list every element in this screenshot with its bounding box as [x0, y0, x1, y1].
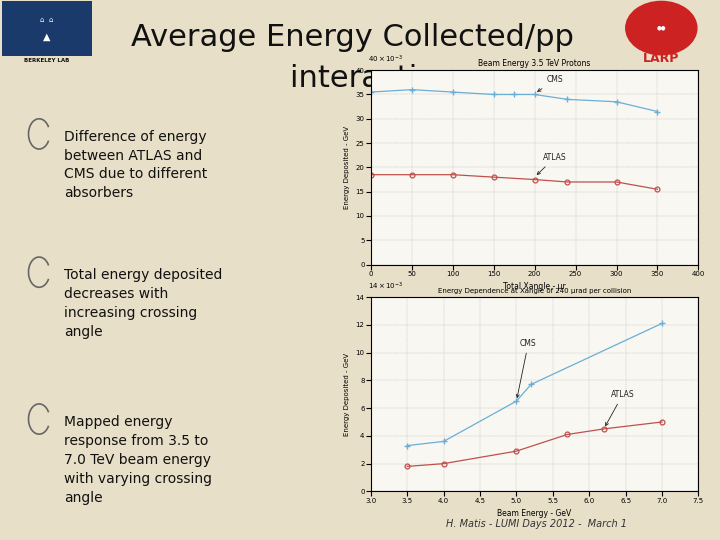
Text: H. Matis - LUMI Days 2012 -  March 1: H. Matis - LUMI Days 2012 - March 1: [446, 519, 627, 529]
Title: Energy Dependence at Xangle of 240 μrad per collision: Energy Dependence at Xangle of 240 μrad …: [438, 288, 631, 294]
Text: Difference of energy
between ATLAS and
CMS due to different
absorbers: Difference of energy between ATLAS and C…: [64, 130, 207, 200]
Y-axis label: Energy Deposited - GeV: Energy Deposited - GeV: [344, 126, 350, 209]
Text: $40\times10^{-3}$: $40\times10^{-3}$: [367, 53, 402, 65]
X-axis label: Total Xangle - μr: Total Xangle - μr: [503, 282, 566, 292]
X-axis label: Beam Energy - GeV: Beam Energy - GeV: [498, 509, 572, 518]
Text: ATLAS: ATLAS: [537, 153, 567, 174]
Text: interaction: interaction: [251, 64, 455, 93]
Text: CMS: CMS: [516, 339, 536, 397]
Text: CMS: CMS: [538, 76, 564, 91]
Text: ●●: ●●: [657, 25, 666, 31]
Y-axis label: Energy Deposited - GeV: Energy Deposited - GeV: [344, 353, 350, 436]
Text: Mapped energy
response from 3.5 to
7.0 TeV beam energy
with varying crossing
ang: Mapped energy response from 3.5 to 7.0 T…: [64, 415, 212, 504]
Text: Average Energy Collected/pp: Average Energy Collected/pp: [131, 23, 575, 52]
Text: BERKELEY LAB: BERKELEY LAB: [24, 58, 70, 63]
Circle shape: [626, 2, 697, 55]
Text: Total energy deposited
decreases with
increasing crossing
angle: Total energy deposited decreases with in…: [64, 268, 222, 339]
Text: LARP: LARP: [643, 52, 680, 65]
Text: ATLAS: ATLAS: [606, 390, 634, 426]
Text: ⌂  ⌂: ⌂ ⌂: [40, 17, 53, 23]
FancyBboxPatch shape: [2, 2, 91, 56]
Text: $14\times10^{-3}$: $14\times10^{-3}$: [367, 280, 402, 292]
Text: ▲: ▲: [43, 31, 50, 42]
Title: Beam Energy 3.5 TeV Protons: Beam Energy 3.5 TeV Protons: [478, 59, 591, 68]
